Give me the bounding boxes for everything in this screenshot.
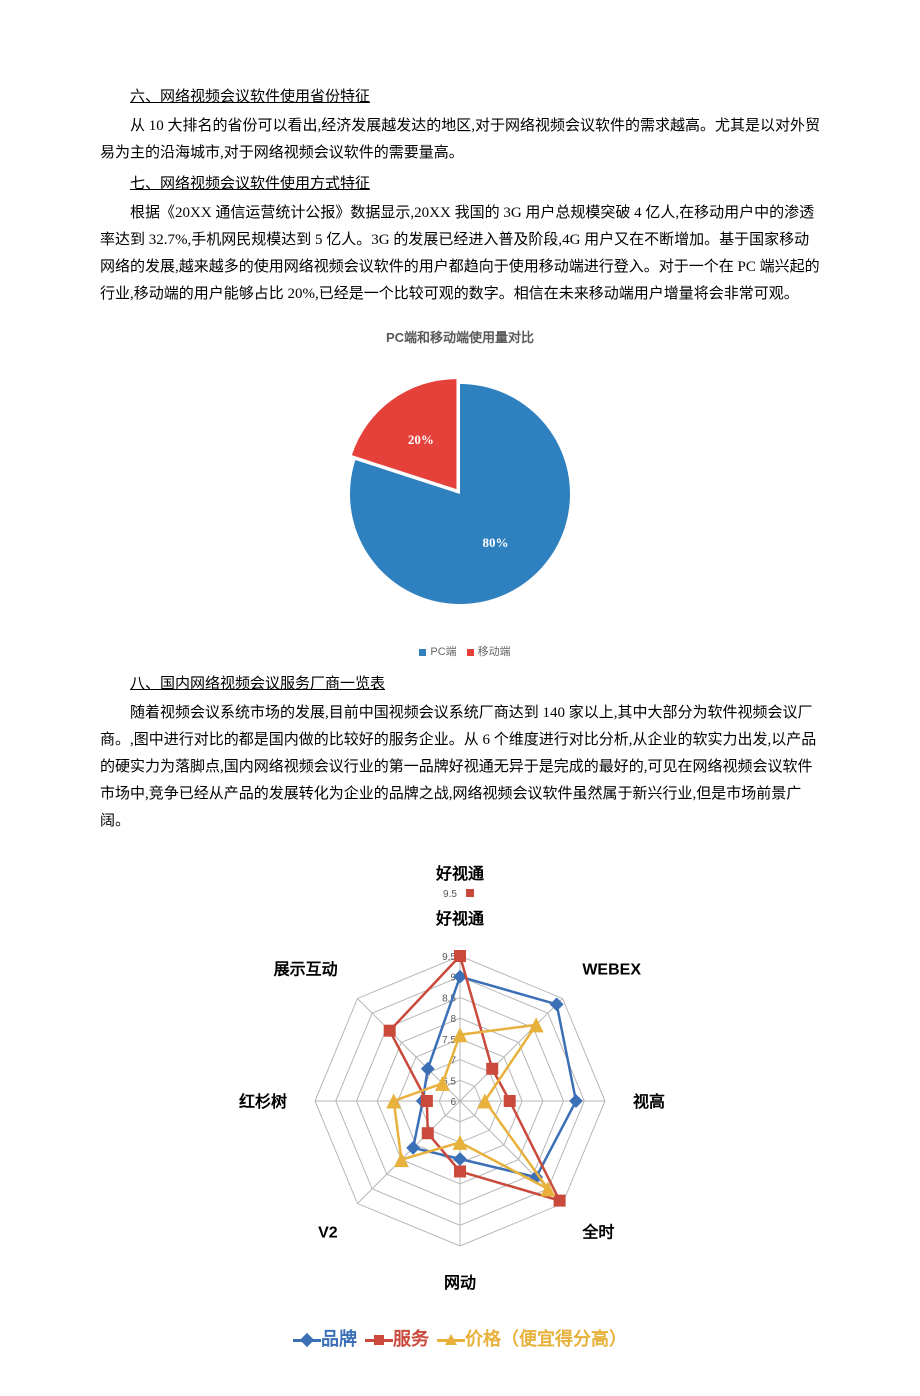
paragraph-7: 根据《20XX 通信运营统计公报》数据显示,20XX 我国的 3G 用户总规模突… xyxy=(100,200,820,308)
legend-label: PC端 xyxy=(430,646,456,658)
radar-marker xyxy=(504,1095,516,1107)
radar-axis-label: 红杉树 xyxy=(239,1092,287,1111)
radar-legend-item: 品牌 xyxy=(293,1323,357,1355)
radar-marker xyxy=(454,950,466,962)
radar-marker xyxy=(486,1063,498,1075)
heading-8: 八、国内网络视频会议服务厂商一览表 xyxy=(100,671,820,698)
radar-marker xyxy=(384,1025,396,1037)
pie-chart-canvas: 80% 20% xyxy=(330,359,590,619)
radar-series-line xyxy=(390,956,560,1201)
radar-axis-label: 视高 xyxy=(633,1092,665,1111)
radar-series-line xyxy=(394,1025,548,1189)
radar-axis-label: V2 xyxy=(318,1225,338,1242)
radar-axis-label: 展示互动 xyxy=(274,961,338,979)
legend-swatch xyxy=(419,649,426,656)
heading-6: 六、网络视频会议软件使用省份特征 xyxy=(100,84,820,111)
pie-chart-title: PC端和移动端使用量对比 xyxy=(220,326,700,349)
pie-chart: PC端和移动端使用量对比 80% 20% PC端 移动端 xyxy=(220,326,700,663)
radar-top-sublabel: 9.5 xyxy=(443,889,457,900)
legend-swatch xyxy=(467,649,474,656)
paragraph-8: 随着视频会议系统市场的发展,目前中国视频会议系统厂商达到 140 家以上,其中大… xyxy=(100,700,820,835)
legend-label: 移动端 xyxy=(478,646,511,658)
radar-scale-label: 8 xyxy=(450,1014,456,1025)
radar-top-label: 好视通 xyxy=(435,864,484,883)
radar-marker xyxy=(453,1135,468,1150)
document-page: 六、网络视频会议软件使用省份特征 从 10 大排名的省份可以看出,经济发展越发达… xyxy=(0,0,920,1396)
radar-axis-label: 全时 xyxy=(581,1223,614,1242)
radar-marker xyxy=(554,1195,566,1207)
radar-top-marker xyxy=(466,889,474,897)
pie-slice-label: 80% xyxy=(483,535,509,550)
radar-legend-item: 服务 xyxy=(365,1323,429,1355)
radar-scale-label: 6 xyxy=(450,1097,456,1108)
radar-legend-label: 服务 xyxy=(393,1329,429,1349)
radar-legend-item: 价格（便宜得分高） xyxy=(437,1323,627,1355)
radar-legend-label: 品牌 xyxy=(321,1329,357,1349)
radar-marker xyxy=(421,1095,433,1107)
radar-legend-label: 价格（便宜得分高） xyxy=(465,1329,627,1349)
pie-slice-label: 20% xyxy=(408,433,434,448)
radar-axis-label: 好视通 xyxy=(435,909,484,928)
radar-marker xyxy=(454,1166,466,1178)
paragraph-6: 从 10 大排名的省份可以看出,经济发展越发达的地区,对于网络视频会议软件的需求… xyxy=(100,113,820,167)
radar-marker xyxy=(422,1127,434,1139)
pie-chart-legend: PC端 移动端 xyxy=(220,643,700,663)
radar-axis-label: WEBEX xyxy=(582,962,641,979)
radar-axis-label: 网动 xyxy=(444,1274,476,1292)
radar-marker xyxy=(569,1094,583,1108)
heading-7: 七、网络视频会议软件使用方式特征 xyxy=(100,171,820,198)
radar-chart: 好视通9.566.577.588.599.5好视通WEBEX视高全时网动V2红杉… xyxy=(200,841,720,1355)
radar-chart-legend: 品牌 服务 价格（便宜得分高） xyxy=(200,1323,720,1355)
